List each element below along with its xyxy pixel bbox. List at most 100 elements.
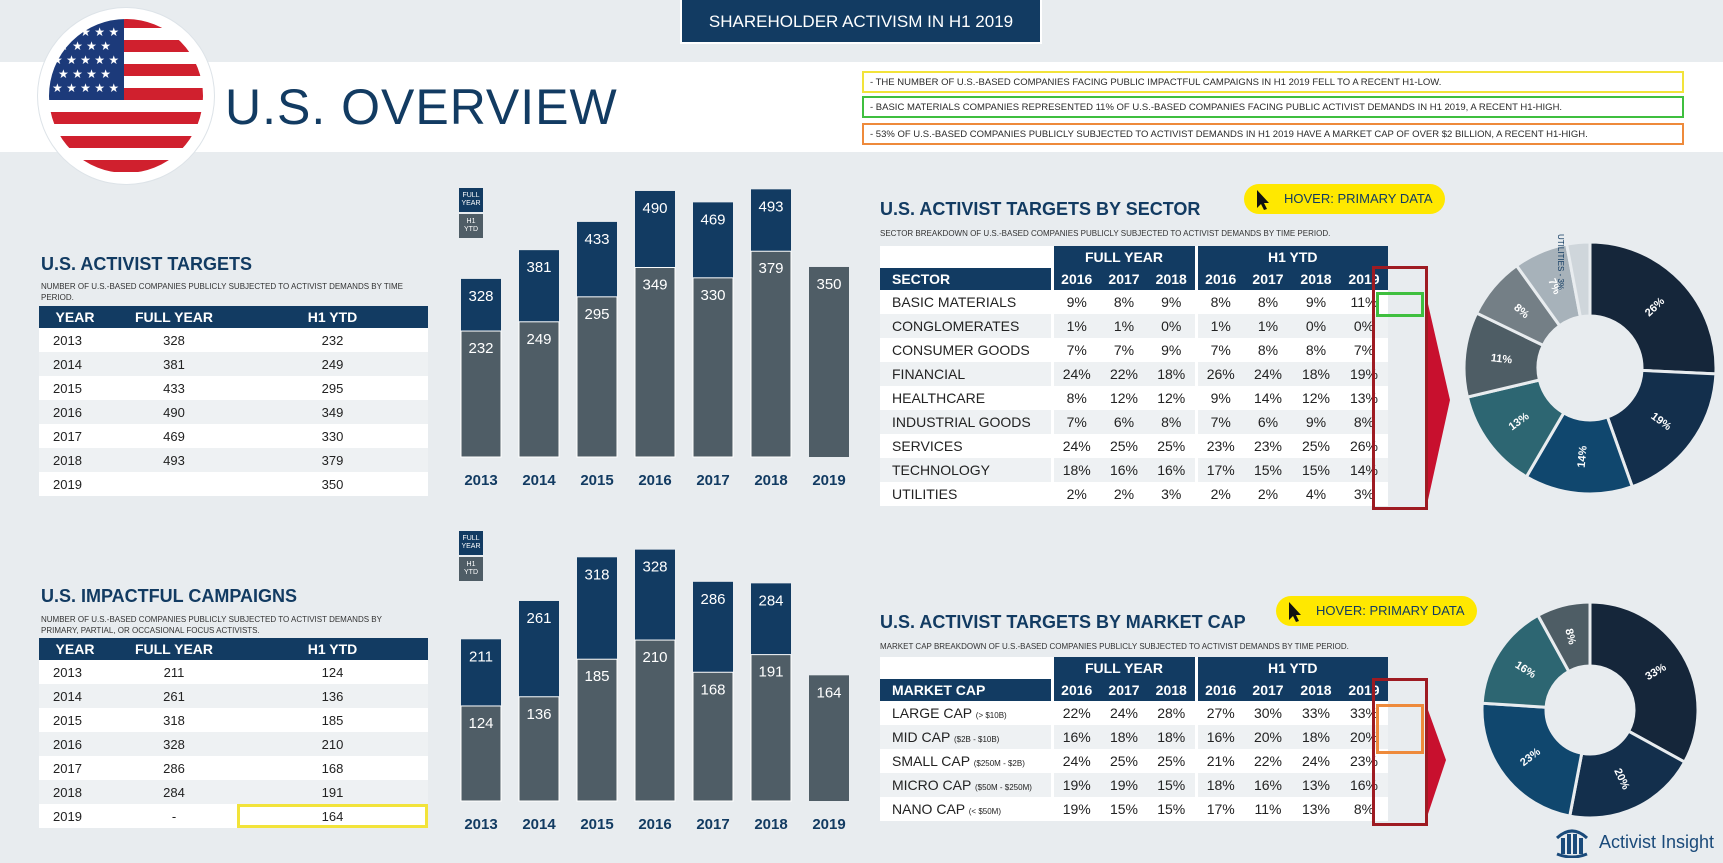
row-label: CONGLOMERATES	[880, 314, 1052, 338]
bar-label-full-year: 493	[758, 198, 783, 215]
table-row: 2013 328 232	[39, 328, 428, 352]
col-year: 2017	[1100, 679, 1148, 701]
h1-ytd-cell: 164	[237, 804, 428, 828]
pct-cell: 15%	[1109, 801, 1139, 817]
targets-bar-chart: 328 232 2013 381 249 2014 433 295 2015 490 349 2016…	[460, 189, 849, 489]
marketcap-hover-button[interactable]: HOVER: PRIMARY DATA	[1276, 596, 1477, 626]
basic-materials-highlight	[1376, 292, 1424, 317]
row-label-range: (< $50M)	[968, 807, 1001, 816]
pct-cell: 4%	[1305, 486, 1327, 502]
h1-ytd-cell: 295	[321, 380, 344, 396]
legend-full-year: FULL YEAR	[459, 188, 483, 212]
col-year: 2016	[1194, 268, 1244, 290]
bar-label-full-year: 490	[642, 200, 667, 217]
col-full-year: FULL YEAR	[111, 306, 237, 328]
bar-h1-ytd	[460, 705, 502, 802]
bar-h1-ytd	[634, 267, 676, 458]
h1-ytd-cell: 210	[237, 732, 428, 756]
full-year-cell: 328	[163, 332, 185, 348]
col-full-year: FULL YEAR	[111, 638, 237, 660]
pct-cell: 1%	[1100, 314, 1148, 338]
marketcap-2019-highlight	[1372, 678, 1428, 826]
pct-cell: 6%	[1244, 410, 1292, 434]
sector-hover-button[interactable]: HOVER: PRIMARY DATA	[1244, 184, 1445, 214]
table-row: 2014 261 136	[39, 684, 428, 708]
h1-ytd-cell: 349	[237, 400, 428, 424]
pct-cell: 2%	[1257, 486, 1279, 502]
pct-cell: 33%	[1349, 705, 1379, 721]
pct-cell: 24%	[1050, 362, 1100, 386]
bar-label-full-year: 211	[469, 648, 493, 665]
row-label-text: NANO CAP	[892, 801, 965, 817]
table-row: 2015 433 295	[39, 376, 428, 400]
col-h1-ytd: H1 YTD	[237, 638, 428, 660]
row-label-text: HEALTHCARE	[892, 390, 986, 406]
table-row: 2017 286 168	[39, 756, 428, 780]
year-cell: 2016	[39, 732, 111, 756]
bar-label-h1-ytd: 185	[584, 668, 609, 685]
bar-h1-ytd	[576, 296, 618, 458]
bar-label-full-year: 328	[642, 559, 667, 576]
sector-arrow	[1428, 304, 1450, 500]
pct-cell: 16%	[1244, 773, 1292, 797]
table-row: 2015 318 185	[39, 708, 428, 732]
table-row: 2016 490 349	[39, 400, 428, 424]
pct-cell: 25%	[1301, 438, 1331, 454]
bar-label-h1-ytd: 232	[468, 340, 493, 357]
h1-ytd-cell: 191	[237, 780, 428, 804]
pct-cell: 19%	[1050, 773, 1100, 797]
sector-title: U.S. ACTIVIST TARGETS BY SECTOR	[880, 199, 1201, 219]
year-cell: 2013	[53, 664, 82, 680]
marketcap-title: U.S. ACTIVIST TARGETS BY MARKET CAP	[880, 612, 1246, 632]
pct-cell: 33%	[1301, 705, 1331, 721]
pct-cell: 25%	[1157, 753, 1186, 769]
sector-2019-highlight	[1372, 266, 1428, 510]
x-tick-label: 2014	[522, 472, 556, 489]
donut-slice	[1564, 240, 1592, 319]
row-label-range: ($2B - $10B)	[953, 735, 1000, 744]
row-label: HEALTHCARE	[880, 386, 1052, 410]
full-year-cell: 284	[111, 780, 237, 804]
brand-logo: Activist Insight	[1553, 826, 1714, 858]
campaigns-bar-chart: 211 124 2013 261 136 2014 318 185 2015 328 210 2016…	[460, 549, 849, 833]
cursor-icon	[1289, 602, 1301, 622]
legend-full-label: FULL YEAR	[461, 535, 481, 550]
bar-h1-ytd	[460, 330, 502, 458]
pct-cell: 1%	[1050, 314, 1100, 338]
pct-cell: 8%	[1353, 801, 1375, 817]
donut-value-label: 11%	[1490, 352, 1513, 366]
bar-label-h1-ytd: 168	[700, 681, 725, 698]
campaigns-title: U.S. IMPACTFUL CAMPAIGNS	[41, 586, 297, 606]
col-year: 2016	[1050, 679, 1100, 701]
year-cell: 2018	[39, 780, 111, 804]
year-cell: 2015	[53, 712, 82, 728]
table-row: 2018 493 379	[39, 448, 428, 472]
row-label: MICRO CAP ($50M - $250M)	[880, 773, 1052, 797]
bar-label-full-year: 286	[700, 591, 725, 608]
sector-donut-chart: 26%19%14%13%11%8%7%UTILITIES - 3%	[1462, 234, 1718, 496]
pct-cell: 9%	[1050, 290, 1100, 314]
pct-cell: 22%	[1253, 753, 1283, 769]
bar-h1-ytd	[518, 696, 560, 802]
table-row: 2016 328 210	[39, 732, 428, 756]
h1-ytd-cell: 136	[237, 684, 428, 708]
bar-h1-ytd	[576, 658, 618, 802]
pct-cell: 9%	[1305, 294, 1327, 310]
svg-text:★ ★ ★ ★ ★: ★ ★ ★ ★ ★	[52, 53, 119, 67]
us-flag-icon: ★ ★ ★ ★ ★ ★ ★ ★ ★ ★ ★ ★ ★ ★ ★ ★ ★ ★ ★ ★ …	[38, 8, 214, 184]
table-row: 2018 284 191	[39, 780, 428, 804]
note-market-cap: - 53% OF U.S.-BASED COMPANIES PUBLICLY S…	[862, 123, 1684, 145]
pct-cell: 11%	[1350, 294, 1378, 310]
pct-cell: 7%	[1050, 410, 1100, 434]
table-row: TECHNOLOGY 18% 16% 16% 17% 15% 15% 14%	[880, 458, 1388, 482]
bar-label-h1-ytd: 330	[700, 287, 725, 304]
table-row: BASIC MATERIALS 9% 8% 9% 8% 8% 9% 11%	[880, 290, 1388, 314]
bar-h1-ytd	[809, 675, 849, 801]
donut-value-label: 7%	[1545, 277, 1562, 297]
sector-subtitle: SECTOR BREAKDOWN OF U.S.-BASED COMPANIES…	[880, 229, 1331, 238]
donut-value-label: 14%	[1576, 445, 1590, 468]
pct-cell: 21%	[1194, 749, 1244, 773]
pct-cell: 15%	[1244, 458, 1292, 482]
pct-cell: 12%	[1301, 390, 1331, 406]
note-basic-materials: - BASIC MATERIALS COMPANIES REPRESENTED …	[862, 96, 1684, 118]
